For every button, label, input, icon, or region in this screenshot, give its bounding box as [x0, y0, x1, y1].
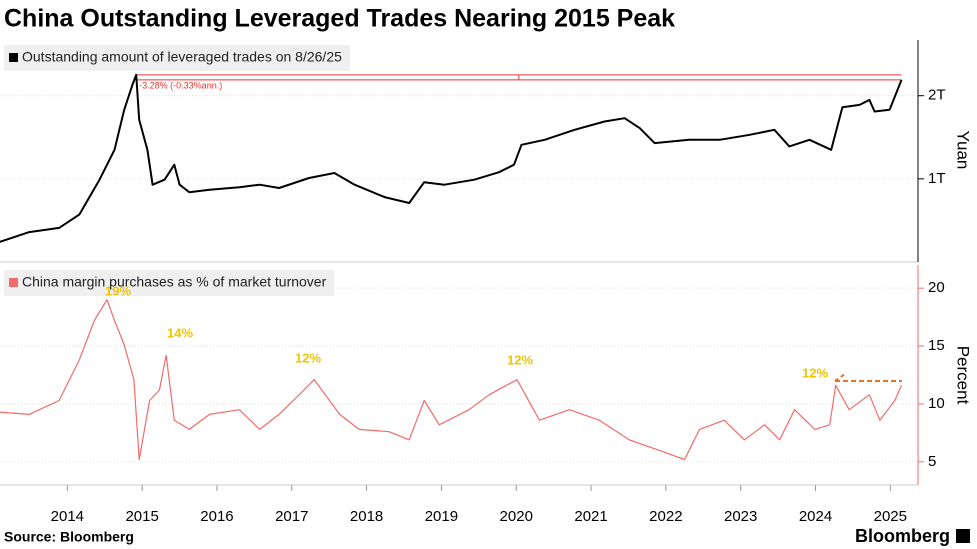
legend-label: China margin purchases as % of market tu… — [22, 274, 327, 290]
x-tick-label: 2021 — [574, 508, 607, 525]
x-tick-label: 2023 — [724, 508, 757, 525]
logo: Bloomberg — [855, 526, 950, 546]
logo-icon — [956, 529, 970, 543]
y-axis-label: Yuan — [954, 131, 973, 170]
legend-box — [4, 270, 335, 296]
chart-title: China Outstanding Leveraged Trades Neari… — [4, 5, 675, 33]
x-tick-label: 2022 — [649, 508, 682, 525]
legend-swatch — [9, 278, 18, 287]
series-line — [0, 299, 903, 461]
annotation: 12% — [295, 350, 321, 365]
y-axis-label: Percent — [954, 346, 973, 405]
legend-box — [4, 45, 350, 71]
reference-line — [834, 373, 846, 382]
x-tick-label: 2017 — [275, 508, 308, 525]
x-tick-label: 2020 — [500, 508, 533, 525]
x-tick-label: 2015 — [125, 508, 158, 525]
series-line — [0, 73, 903, 243]
y2-tick-label: 20 — [928, 279, 945, 296]
y2-tick-label: 15 — [928, 337, 945, 354]
legend-label: Outstanding amount of leveraged trades o… — [22, 49, 342, 65]
source: Source: Bloomberg — [4, 529, 134, 545]
annotation: 12% — [802, 365, 828, 380]
x-tick-label: 2018 — [350, 508, 383, 525]
x-tick-label: 2024 — [799, 508, 832, 525]
y2-tick-label: 1T — [928, 170, 946, 187]
annotation: 14% — [167, 325, 193, 340]
y2-tick-label: 2T — [928, 87, 946, 104]
y2-tick-label: 10 — [928, 395, 945, 412]
x-tick-label: 2014 — [51, 508, 84, 525]
x-tick-label: 2016 — [200, 508, 233, 525]
annotation: 19% — [105, 283, 131, 298]
x-tick-label: 2019 — [425, 508, 458, 525]
legend-swatch — [9, 53, 18, 62]
annotation: 12% — [507, 352, 533, 367]
y2-tick-label: 5 — [928, 453, 936, 470]
annotation: -3.28% (-0.33%ann.) — [139, 80, 222, 90]
x-tick-label: 2025 — [874, 508, 907, 525]
